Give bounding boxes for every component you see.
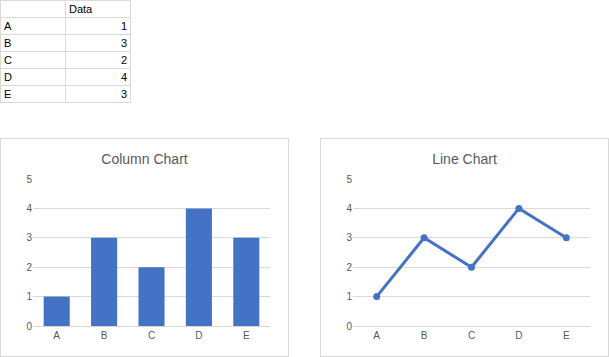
- svg-text:3: 3: [346, 232, 352, 243]
- svg-text:0: 0: [346, 321, 352, 332]
- svg-text:Column Chart: Column Chart: [101, 151, 187, 167]
- svg-text:4: 4: [26, 203, 32, 214]
- svg-text:5: 5: [346, 174, 352, 185]
- svg-text:2: 2: [346, 262, 352, 273]
- svg-text:D: D: [195, 330, 202, 341]
- html-text:A: A: [4, 20, 12, 32]
- svg-text:0: 0: [26, 321, 32, 332]
- html-text:2: 2: [120, 54, 127, 66]
- svg-text:B: B: [421, 330, 428, 341]
- svg-text:D: D: [515, 330, 522, 341]
- svg-text:5: 5: [26, 174, 32, 185]
- svg-text:C: C: [468, 330, 475, 341]
- svg-text:1: 1: [26, 291, 32, 302]
- html-text:3: 3: [120, 37, 127, 49]
- svg-text:1: 1: [346, 291, 352, 302]
- svg-text:B: B: [101, 330, 108, 341]
- html-text:D: D: [4, 71, 12, 83]
- html-text:3: 3: [120, 88, 127, 100]
- html-text:C: C: [4, 54, 12, 66]
- html-text:4: 4: [120, 71, 127, 83]
- svg-text:E: E: [563, 330, 570, 341]
- html-text:Data: Data: [69, 3, 93, 15]
- html-text:B: B: [4, 37, 12, 49]
- svg-text:Line Chart: Line Chart: [432, 151, 497, 167]
- svg-text:A: A: [53, 330, 60, 341]
- svg-text:4: 4: [346, 203, 352, 214]
- html-text:E: E: [4, 88, 12, 100]
- svg-text:2: 2: [26, 262, 32, 273]
- svg-text:E: E: [243, 330, 250, 341]
- svg-text:A: A: [373, 330, 380, 341]
- svg-text:C: C: [148, 330, 155, 341]
- html-text:1: 1: [120, 20, 127, 32]
- svg-text:3: 3: [26, 232, 32, 243]
